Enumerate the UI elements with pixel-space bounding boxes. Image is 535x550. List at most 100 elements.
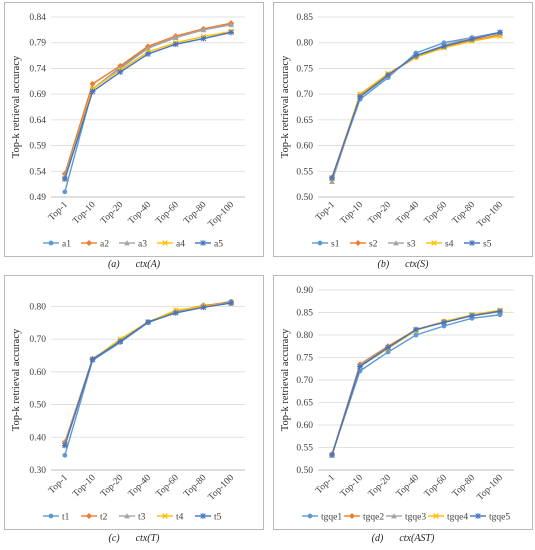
chart-a-legend-label: a5 <box>214 240 223 250</box>
chart-b-ytick-label: 0.55 <box>296 167 313 177</box>
chart-b-xtick-label: Top-10 <box>339 200 366 227</box>
caption-d: (d) ctx(AST) <box>273 533 533 544</box>
chart-d-xtick-label: Top-10 <box>339 473 366 500</box>
chart-b-series-s5-point <box>469 36 475 43</box>
chart-a-legend-marker <box>86 240 92 246</box>
caption-d-label: (d) <box>371 533 384 544</box>
chart-a-series-a5-point <box>117 69 124 75</box>
chart-b-legend-marker <box>431 240 437 246</box>
chart-c-series-t5-point <box>200 304 207 311</box>
chart-b-series-s3-point <box>329 178 335 184</box>
chart-c-ytick-label: 0.80 <box>29 302 46 312</box>
caption-b-text: ctx(S) <box>405 259 429 270</box>
chart-d-legend-label: tgqe3 <box>405 513 426 523</box>
chart-c-ytick-label: 0.30 <box>29 466 46 476</box>
caption-c-text: ctx(T) <box>135 533 160 544</box>
chart-b-series-s5-point <box>441 43 447 50</box>
chart-a-ytick-label: 0.54 <box>29 167 46 177</box>
chart-b-legend-marker <box>393 240 399 246</box>
chart-c-legend-marker <box>162 513 168 519</box>
chart-c-xtick-label: Top-10 <box>71 473 98 500</box>
chart-b-ytick-label: 0.80 <box>296 39 313 49</box>
chart-d-ytick-label: 0.80 <box>296 331 313 341</box>
chart-d-xtick-label: Top-20 <box>367 473 394 500</box>
chart-a-xtick-label: Top-10 <box>71 200 98 227</box>
chart-c-legend-label: t5 <box>214 513 222 523</box>
chart-d-xtick-label: Top-40 <box>395 473 422 500</box>
chart-c-legend-label: t4 <box>176 513 184 523</box>
chart-d-ytick-label: 0.85 <box>296 309 313 319</box>
chart-a-legend-label: a2 <box>100 240 109 250</box>
chart-b-series-s5-point <box>385 72 391 79</box>
chart-a-legend-label: a3 <box>138 240 147 250</box>
chart-d-ytick-label: 0.90 <box>296 286 313 296</box>
chart-c-svg: 0.30 0.40 0.50 0.60 0.70 0.80 Top-1 Top-10 Top-2… <box>11 299 245 523</box>
chart-b-series-s5-point <box>497 29 503 36</box>
chart-b-legend-marker <box>355 240 361 246</box>
chart-d-series-tgqe5-point <box>469 312 475 319</box>
chart-b-ytick-label: 0.50 <box>296 193 313 203</box>
chart-c-ylabel: Top-k retrieval accuracy <box>11 328 22 431</box>
chart-d-legend-label: tgqe2 <box>363 513 384 523</box>
chart-c-ytick-label: 0.40 <box>29 433 46 443</box>
chart-a-ytick-label: 0.69 <box>29 90 46 100</box>
chart-b-series-s5-point <box>413 52 419 59</box>
chart-a-xtick-label: Top-80 <box>182 200 209 227</box>
chart-b-legend-label: s5 <box>483 240 492 250</box>
chart-d-series-tgqe5-point <box>385 344 391 351</box>
chart-d-series-tgqe1-point <box>385 349 391 355</box>
chart-c-series-t5-point <box>61 442 68 449</box>
chart-a-series-a5-point <box>228 29 235 36</box>
chart-d-ytick-label: 0.55 <box>296 444 313 454</box>
chart-d-xtick-label: Top-1 <box>314 473 337 496</box>
caption-a-label: (a) <box>107 259 120 270</box>
chart-b-xtick-label: Top-60 <box>423 200 450 227</box>
chart-d-series-tgqe5-point <box>441 319 447 326</box>
chart-a-xtick-label: Top-20 <box>99 200 126 227</box>
chart-c-legend-marker <box>124 513 130 519</box>
chart-d-series-tgqe5-point <box>357 363 363 370</box>
chart-a-series-a3-point <box>228 21 235 28</box>
chart-c-xtick-label: Top-20 <box>99 473 126 500</box>
chart-c-ytick-label: 0.70 <box>29 335 46 345</box>
caption-c-label: (c) <box>108 533 120 544</box>
chart-b-legend-label: s4 <box>445 240 454 250</box>
caption-a: (a) ctx(A) <box>4 259 264 270</box>
chart-d-series-tgqe5-point <box>413 326 419 333</box>
chart-b-series-s5-point <box>329 175 335 181</box>
chart-b-legend-label: s3 <box>407 240 416 250</box>
chart-a-series-a5-point <box>61 176 68 182</box>
chart-panel-d: 0.50 0.55 0.60 0.65 0.70 0.75 0.80 0.85 0.90 Top-… <box>273 275 533 530</box>
chart-b-series-s5-point <box>357 93 363 100</box>
chart-d-series-tgqe5-point <box>497 308 503 315</box>
chart-c-xtick-label: Top-80 <box>182 473 209 500</box>
chart-b-legend-label: s1 <box>331 240 340 250</box>
chart-a-ytick-label: 0.49 <box>29 193 46 203</box>
chart-a-series-a1-point <box>62 189 68 195</box>
chart-a-legend-marker <box>200 240 206 246</box>
chart-a-xtick-label: Top-40 <box>127 200 154 227</box>
chart-d-legend-label: tgqe5 <box>489 513 510 523</box>
chart-a-series-a5-point <box>145 51 151 57</box>
caption-d-text: ctx(AST) <box>399 533 435 544</box>
chart-d-legend-marker <box>475 513 481 519</box>
chart-panel-c: 0.30 0.40 0.50 0.60 0.70 0.80 Top-1 Top-10 Top-2… <box>4 275 264 530</box>
chart-d-series-tgqe5-point <box>329 452 335 459</box>
chart-a-series-a2-point <box>89 80 96 87</box>
chart-c-legend-marker <box>86 513 92 519</box>
chart-d-ylabel: Top-k retrieval accuracy <box>280 328 291 431</box>
chart-a-ytick-label: 0.59 <box>29 142 46 152</box>
chart-a-legend-label: a1 <box>62 240 71 250</box>
chart-panel-a: 0.49 0.54 0.59 0.64 0.69 0.74 0.79 0.84 Top-1 Top… <box>4 2 264 257</box>
chart-d-ytick-label: 0.70 <box>296 376 313 386</box>
chart-a-ytick-label: 0.79 <box>29 39 46 49</box>
chart-a-xtick-label: Top-100 <box>207 200 237 230</box>
chart-b-ytick-label: 0.65 <box>296 116 313 126</box>
chart-panel-b: 0.50 0.55 0.60 0.65 0.70 0.75 0.80 0.85 Top-1 Top… <box>273 2 533 257</box>
chart-c-series-t5-point <box>172 310 179 316</box>
chart-b-ylabel: Top-k retrieval accuracy <box>280 55 291 158</box>
chart-c-series-t5-point <box>117 338 124 345</box>
chart-d-series-tgqe1-point <box>413 332 419 338</box>
